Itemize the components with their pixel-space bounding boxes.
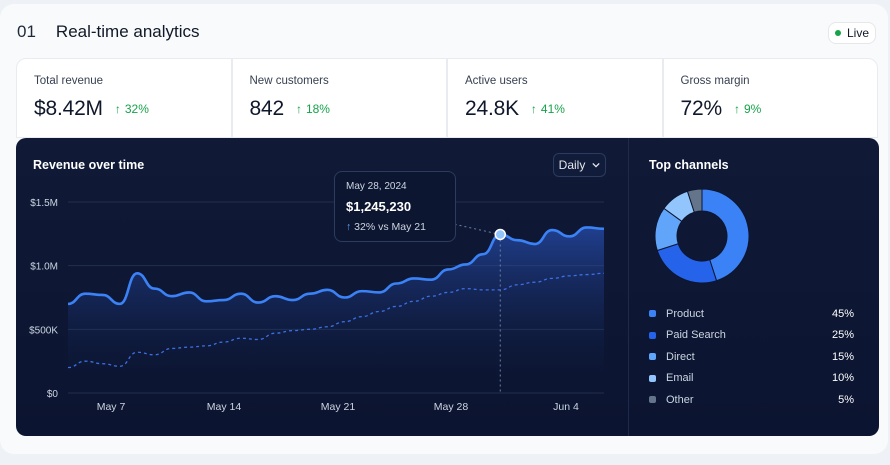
y-tick-label: $1.0M [30,262,58,273]
arrow-up-icon: ↑ [346,221,352,233]
donut-slice-product[interactable] [701,188,750,282]
legend-label: Product [666,307,704,320]
y-tick-label: $0 [47,389,59,400]
kpi-delta: ↑ 41% [531,102,565,116]
x-tick-label: May 7 [97,401,126,413]
chevron-down-icon [592,162,600,168]
tooltip-comparison: ↑ 32% vs May 21 [346,221,455,233]
section-number: 01 [17,22,36,41]
previous-period-line [67,272,605,369]
legend-value: 5% [838,393,854,406]
revenue-area [68,227,604,393]
x-tick-label: Jun 4 [553,401,579,413]
panel-divider [628,138,629,436]
legend-item-email[interactable]: Email 10% [649,368,854,390]
arrow-up-icon: ↑ [530,102,537,116]
section-header: 01 Real-time analytics [17,22,200,42]
range-select[interactable]: Daily [553,153,606,177]
legend-value: 15% [831,350,854,363]
channels-donut-chart[interactable] [654,188,750,284]
kpi-row: Total revenue $8.42M ↑ 32% New customers … [16,58,878,138]
range-select-value: Daily [558,158,586,172]
kpi-delta: ↑ 9% [734,102,761,116]
kpi-delta-value: 9% [743,102,762,116]
x-tick-label: May 21 [321,401,356,413]
kpi-label: New customers [249,75,329,87]
kpi-card-total-revenue[interactable]: Total revenue $8.42M ↑ 32% [16,58,232,138]
arrow-up-icon: ↑ [114,102,121,116]
kpi-label: Gross margin [680,75,750,87]
legend-item-other[interactable]: Other 5% [649,389,854,411]
y-tick-label: $1.5M [30,198,58,209]
live-dot-icon [834,30,841,36]
legend-label: Email [666,372,694,385]
chart-tooltip: May 28, 2024 $1,245,230 ↑ 32% vs May 21 [334,171,456,242]
kpi-value: $8.42M [34,97,103,120]
tooltip-amount: $1,245,230 [346,199,412,214]
y-tick-label: $500K [29,325,58,336]
kpi-delta-value: 18% [305,102,330,116]
legend-swatch [649,353,656,361]
legend-swatch [649,331,656,339]
kpi-card-new-customers[interactable]: New customers 842 ↑ 18% [231,58,447,138]
tooltip-date: May 28, 2024 [346,181,407,192]
kpi-value: 24.8K [465,97,519,120]
legend-label: Direct [666,350,695,363]
page-title: Real-time analytics [55,22,200,41]
kpi-value: 72% [680,97,723,120]
legend-value: 45% [831,307,854,320]
arrow-up-icon: ↑ [733,102,740,116]
revenue-chart[interactable]: $0 $500K $1.0M $1.5M May 7 May 14 May 21 May 28… [16,138,628,436]
channels-title: Top channels [649,158,729,172]
kpi-label: Total revenue [34,75,104,87]
legend-swatch [649,374,656,382]
donut-slice-paid-search[interactable] [656,243,718,284]
hover-point [494,228,507,241]
kpi-card-active-users[interactable]: Active users 24.8K ↑ 41% [447,58,663,138]
legend-value: 10% [831,372,854,385]
kpi-delta-value: 32% [124,102,149,116]
donut-slice-other[interactable] [686,188,703,213]
tooltip-comparison-label: vs May 21 [378,221,426,233]
legend-item-product[interactable]: Product 45% [649,303,854,325]
legend-swatch [649,396,656,404]
revenue-chart-title: Revenue over time [33,158,145,172]
kpi-label: Active users [465,75,528,87]
arrow-up-icon: ↑ [295,102,302,116]
kpi-value: 842 [249,97,285,120]
analytics-panel: $0 $500K $1.0M $1.5M May 7 May 14 May 21 May 28… [16,138,879,436]
kpi-delta: ↑ 18% [296,102,330,116]
x-tick-label: May 28 [434,401,469,413]
tooltip-delta: 32% [354,221,376,233]
legend-item-paid-search[interactable]: Paid Search 25% [649,325,854,347]
legend-value: 25% [831,329,854,342]
kpi-card-gross-margin[interactable]: Gross margin 72% ↑ 9% [662,58,878,138]
x-tick-label: May 14 [207,401,242,413]
live-label: Live [846,26,869,40]
legend-swatch [649,310,656,318]
legend-label: Paid Search [666,329,726,342]
legend-item-direct[interactable]: Direct 15% [649,346,854,368]
legend-label: Other [666,393,694,406]
revenue-line [67,226,605,306]
channels-legend: Product 45% Paid Search 25% Direct 15% E… [649,303,854,411]
live-badge: Live [828,22,876,44]
kpi-delta-value: 41% [540,102,565,116]
kpi-delta: ↑ 32% [115,102,149,116]
